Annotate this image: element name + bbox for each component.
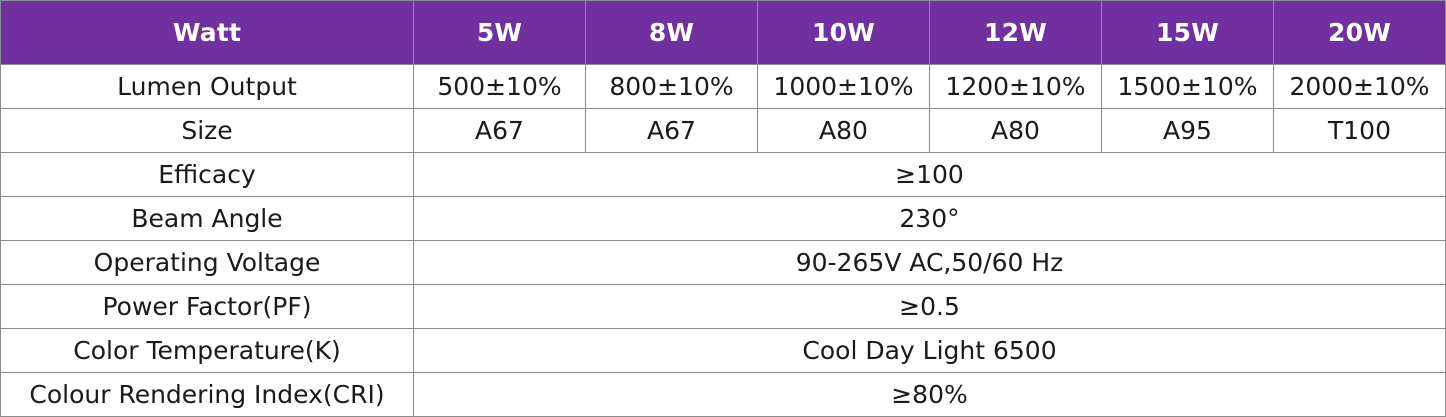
row-power-factor: Power Factor(PF) ≥0.5 xyxy=(0,284,1446,329)
lumen-output-label: Lumen Output xyxy=(0,64,414,109)
color-temperature-label: Color Temperature(K) xyxy=(0,328,414,373)
efficacy-value: ≥100 xyxy=(413,152,1446,197)
lumen-10w: 1000±10% xyxy=(757,64,930,109)
row-beam-angle: Beam Angle 230° xyxy=(0,196,1446,241)
row-efficacy: Efficacy ≥100 xyxy=(0,152,1446,197)
color-temperature-value: Cool Day Light 6500 xyxy=(413,328,1446,373)
lumen-15w: 1500±10% xyxy=(1101,64,1274,109)
header-20w: 20W xyxy=(1273,0,1446,65)
row-color-temperature: Color Temperature(K) Cool Day Light 6500 xyxy=(0,328,1446,373)
header-row: Watt 5W 8W 10W 12W 15W 20W xyxy=(0,0,1446,65)
operating-voltage-label: Operating Voltage xyxy=(0,240,414,285)
row-size: Size A67 A67 A80 A80 A95 T100 xyxy=(0,108,1446,153)
power-factor-value: ≥0.5 xyxy=(413,284,1446,329)
lumen-5w: 500±10% xyxy=(413,64,586,109)
size-10w: A80 xyxy=(757,108,930,153)
efficacy-label: Efficacy xyxy=(0,152,414,197)
header-10w: 10W xyxy=(757,0,930,65)
size-5w: A67 xyxy=(413,108,586,153)
header-8w: 8W xyxy=(585,0,758,65)
header-15w: 15W xyxy=(1101,0,1274,65)
size-12w: A80 xyxy=(929,108,1102,153)
row-operating-voltage: Operating Voltage 90-265V AC,50/60 Hz xyxy=(0,240,1446,285)
cri-label: Colour Rendering Index(CRI) xyxy=(0,372,414,417)
row-cri: Colour Rendering Index(CRI) ≥80% xyxy=(0,372,1446,417)
header-label: Watt xyxy=(0,0,414,65)
cri-value: ≥80% xyxy=(413,372,1446,417)
row-lumen-output: Lumen Output 500±10% 800±10% 1000±10% 12… xyxy=(0,64,1446,109)
beam-angle-value: 230° xyxy=(413,196,1446,241)
beam-angle-label: Beam Angle xyxy=(0,196,414,241)
lumen-8w: 800±10% xyxy=(585,64,758,109)
power-factor-label: Power Factor(PF) xyxy=(0,284,414,329)
lumen-12w: 1200±10% xyxy=(929,64,1102,109)
lumen-20w: 2000±10% xyxy=(1273,64,1446,109)
header-5w: 5W xyxy=(413,0,586,65)
size-15w: A95 xyxy=(1101,108,1274,153)
header-12w: 12W xyxy=(929,0,1102,65)
size-label: Size xyxy=(0,108,414,153)
size-8w: A67 xyxy=(585,108,758,153)
operating-voltage-value: 90-265V AC,50/60 Hz xyxy=(413,240,1446,285)
size-20w: T100 xyxy=(1273,108,1446,153)
